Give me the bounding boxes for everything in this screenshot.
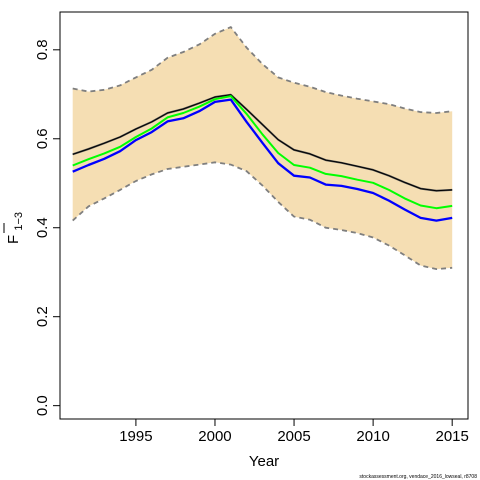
x-axis: 1995 2000 2005 2010 2015 xyxy=(119,418,469,445)
x-tick-label: 2010 xyxy=(356,428,389,445)
footer-note: stockassessment.org, vendace_2016_lowsea… xyxy=(359,474,477,480)
series-lines xyxy=(72,93,453,222)
x-axis-title: Year xyxy=(249,453,279,470)
y-axis-title-symbol: F xyxy=(5,235,22,244)
y-tick-label: 0.0 xyxy=(34,395,51,416)
x-tick-label: 2000 xyxy=(198,428,231,445)
y-tick-label: 0.6 xyxy=(34,128,51,149)
y-axis-title-main: F 1−3 xyxy=(5,212,25,244)
x-tick-label: 2015 xyxy=(435,428,468,445)
confidence-band xyxy=(72,27,453,270)
y-axis-title-subscript: 1−3 xyxy=(13,212,25,231)
plot-area xyxy=(72,26,453,271)
y-axis-title: F 1−3 xyxy=(3,212,25,244)
y-tick-label: 0.2 xyxy=(34,306,51,327)
y-tick-label: 0.4 xyxy=(34,217,51,238)
series-line-3 xyxy=(72,98,453,222)
confidence-band-lower-bound xyxy=(72,161,453,271)
series-line-2 xyxy=(72,95,453,210)
x-tick-label: 1995 xyxy=(119,428,152,445)
y-tick-label: 0.8 xyxy=(34,39,51,60)
confidence-band-upper-bound xyxy=(72,26,453,114)
x-tick-label: 2005 xyxy=(277,428,310,445)
series-line-1-core xyxy=(72,94,453,192)
y-axis: 0.0 0.2 0.4 0.6 0.8 xyxy=(34,39,61,416)
